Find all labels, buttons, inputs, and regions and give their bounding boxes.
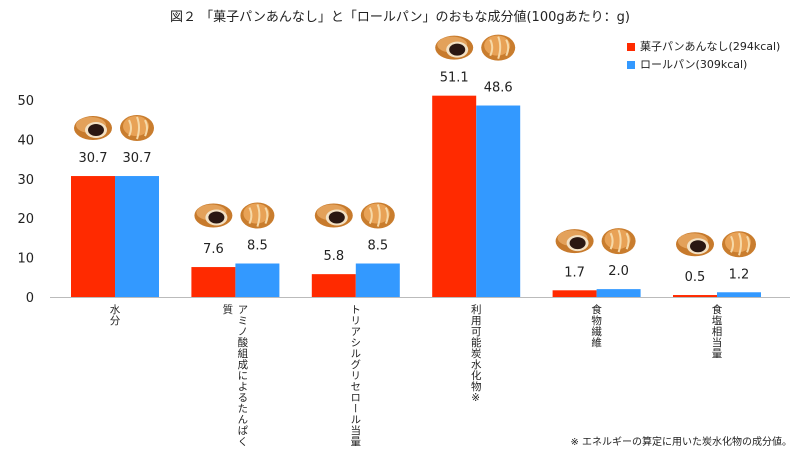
roll-bread-icon	[481, 34, 516, 61]
x-tick-label: 利用可能炭水化物※	[469, 304, 482, 405]
bar	[476, 105, 521, 298]
roll-bread-icon	[722, 231, 756, 258]
bar	[71, 176, 115, 297]
x-tick-label: 食物繊維	[590, 304, 603, 348]
anpan-cut-icon	[194, 203, 233, 228]
bar	[717, 292, 761, 297]
anpan-cut-icon	[314, 203, 353, 228]
data-label: 30.7	[79, 151, 108, 166]
legend-label: ロールパン(309kcal)	[640, 58, 748, 71]
bar	[355, 263, 400, 297]
bar	[552, 290, 597, 297]
x-tick-label: 食塩相当量	[710, 304, 723, 359]
data-label: 1.2	[729, 267, 750, 282]
bar	[596, 289, 641, 297]
bar	[311, 274, 356, 297]
data-label: 1.7	[564, 265, 585, 280]
data-label: 0.5	[685, 270, 706, 285]
roll-bread-icon	[601, 228, 636, 255]
roll-bread-icon	[360, 202, 395, 229]
bar	[235, 263, 280, 297]
legend-label: 菓子パンあんなし(294kcal)	[640, 40, 781, 53]
data-label: 8.5	[247, 239, 268, 254]
x-tick-label: 水分	[108, 304, 121, 326]
roll-bread-icon	[120, 115, 154, 142]
data-label: 7.6	[203, 242, 224, 257]
data-label: 51.1	[440, 71, 469, 86]
chart-title: 図２ 「菓子パンあんなし」と「ロールパン」のおもな成分値(100gあたり：g)	[170, 10, 630, 25]
y-tick-label: 20	[17, 212, 34, 227]
x-tick-label: トリアシルグリセロール当量	[349, 304, 362, 447]
y-tick-label: 40	[17, 133, 34, 148]
roll-bread-icon	[240, 202, 275, 229]
y-tick-label: 0	[26, 291, 34, 306]
legend-swatch	[627, 61, 635, 69]
bar	[673, 295, 717, 297]
anpan-cut-icon	[74, 116, 112, 141]
bar	[191, 267, 236, 297]
data-label: 5.8	[323, 249, 344, 264]
x-tick-label: アミノ酸組成によるたんぱく質	[221, 304, 249, 447]
data-label: 2.0	[608, 264, 629, 279]
data-label: 8.5	[367, 239, 388, 254]
y-tick-label: 50	[17, 94, 34, 109]
anpan-cut-icon	[555, 229, 594, 254]
y-tick-label: 10	[17, 252, 34, 267]
data-label: 48.6	[484, 81, 513, 96]
anpan-cut-icon	[435, 35, 474, 60]
y-tick-label: 30	[17, 173, 34, 188]
footnote: ※ エネルギーの算定に用いた炭水化物の成分値。	[570, 437, 792, 448]
legend-item-roll: ロールパン(309kcal)	[627, 56, 780, 74]
bar	[432, 95, 477, 297]
anpan-cut-icon	[676, 232, 714, 257]
data-label: 30.7	[123, 151, 152, 166]
bar	[115, 176, 159, 297]
legend: 菓子パンあんなし(294kcal) ロールパン(309kcal)	[627, 38, 780, 74]
legend-swatch	[627, 43, 635, 51]
legend-item-kashipan: 菓子パンあんなし(294kcal)	[627, 38, 780, 56]
